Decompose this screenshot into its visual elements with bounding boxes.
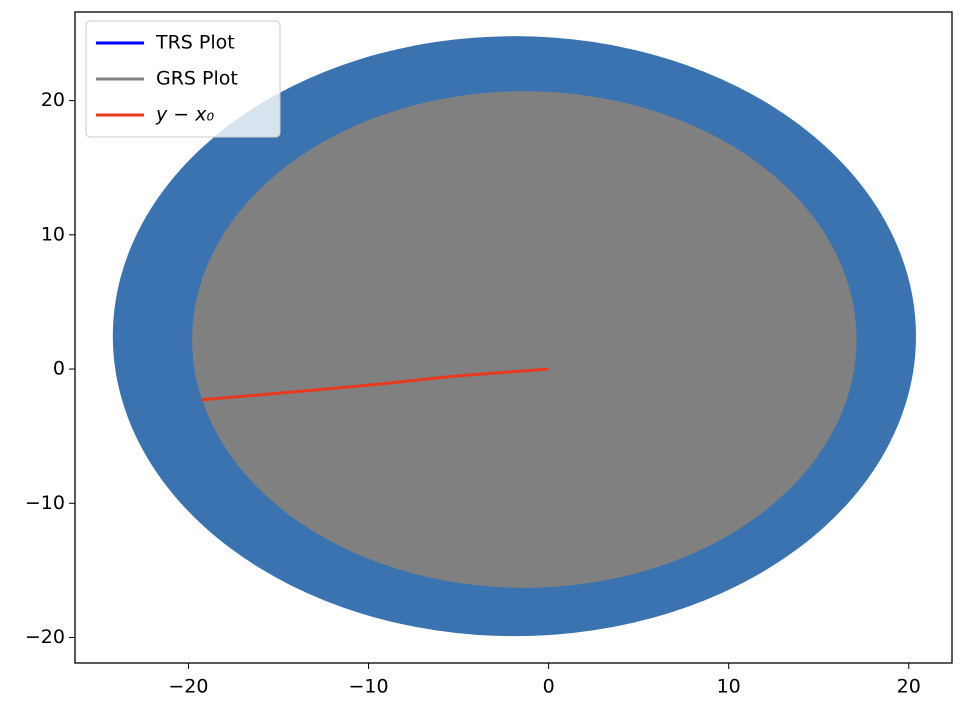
legend-label: GRS Plot (156, 68, 238, 90)
plot-area (112, 36, 916, 637)
ellipse-area (192, 91, 857, 588)
x-tick-label: 20 (897, 676, 921, 698)
x-tick-label: −20 (168, 676, 208, 698)
x-tick-label: 0 (543, 676, 555, 698)
y-tick-label: 10 (41, 223, 65, 245)
y-tick-label: −20 (25, 626, 65, 648)
line (200, 367, 549, 402)
legend-label: TRS Plot (155, 32, 235, 54)
y-tick-label: 20 (41, 89, 65, 111)
legend-box (85, 20, 281, 138)
x-tick-label: 10 (717, 676, 741, 698)
axes-frame (74, 11, 953, 664)
legend-label: y − x₀ (155, 104, 214, 126)
y-tick-label: 0 (53, 358, 65, 380)
y-tick-label: −10 (25, 492, 65, 514)
x-tick-label: −10 (348, 676, 388, 698)
